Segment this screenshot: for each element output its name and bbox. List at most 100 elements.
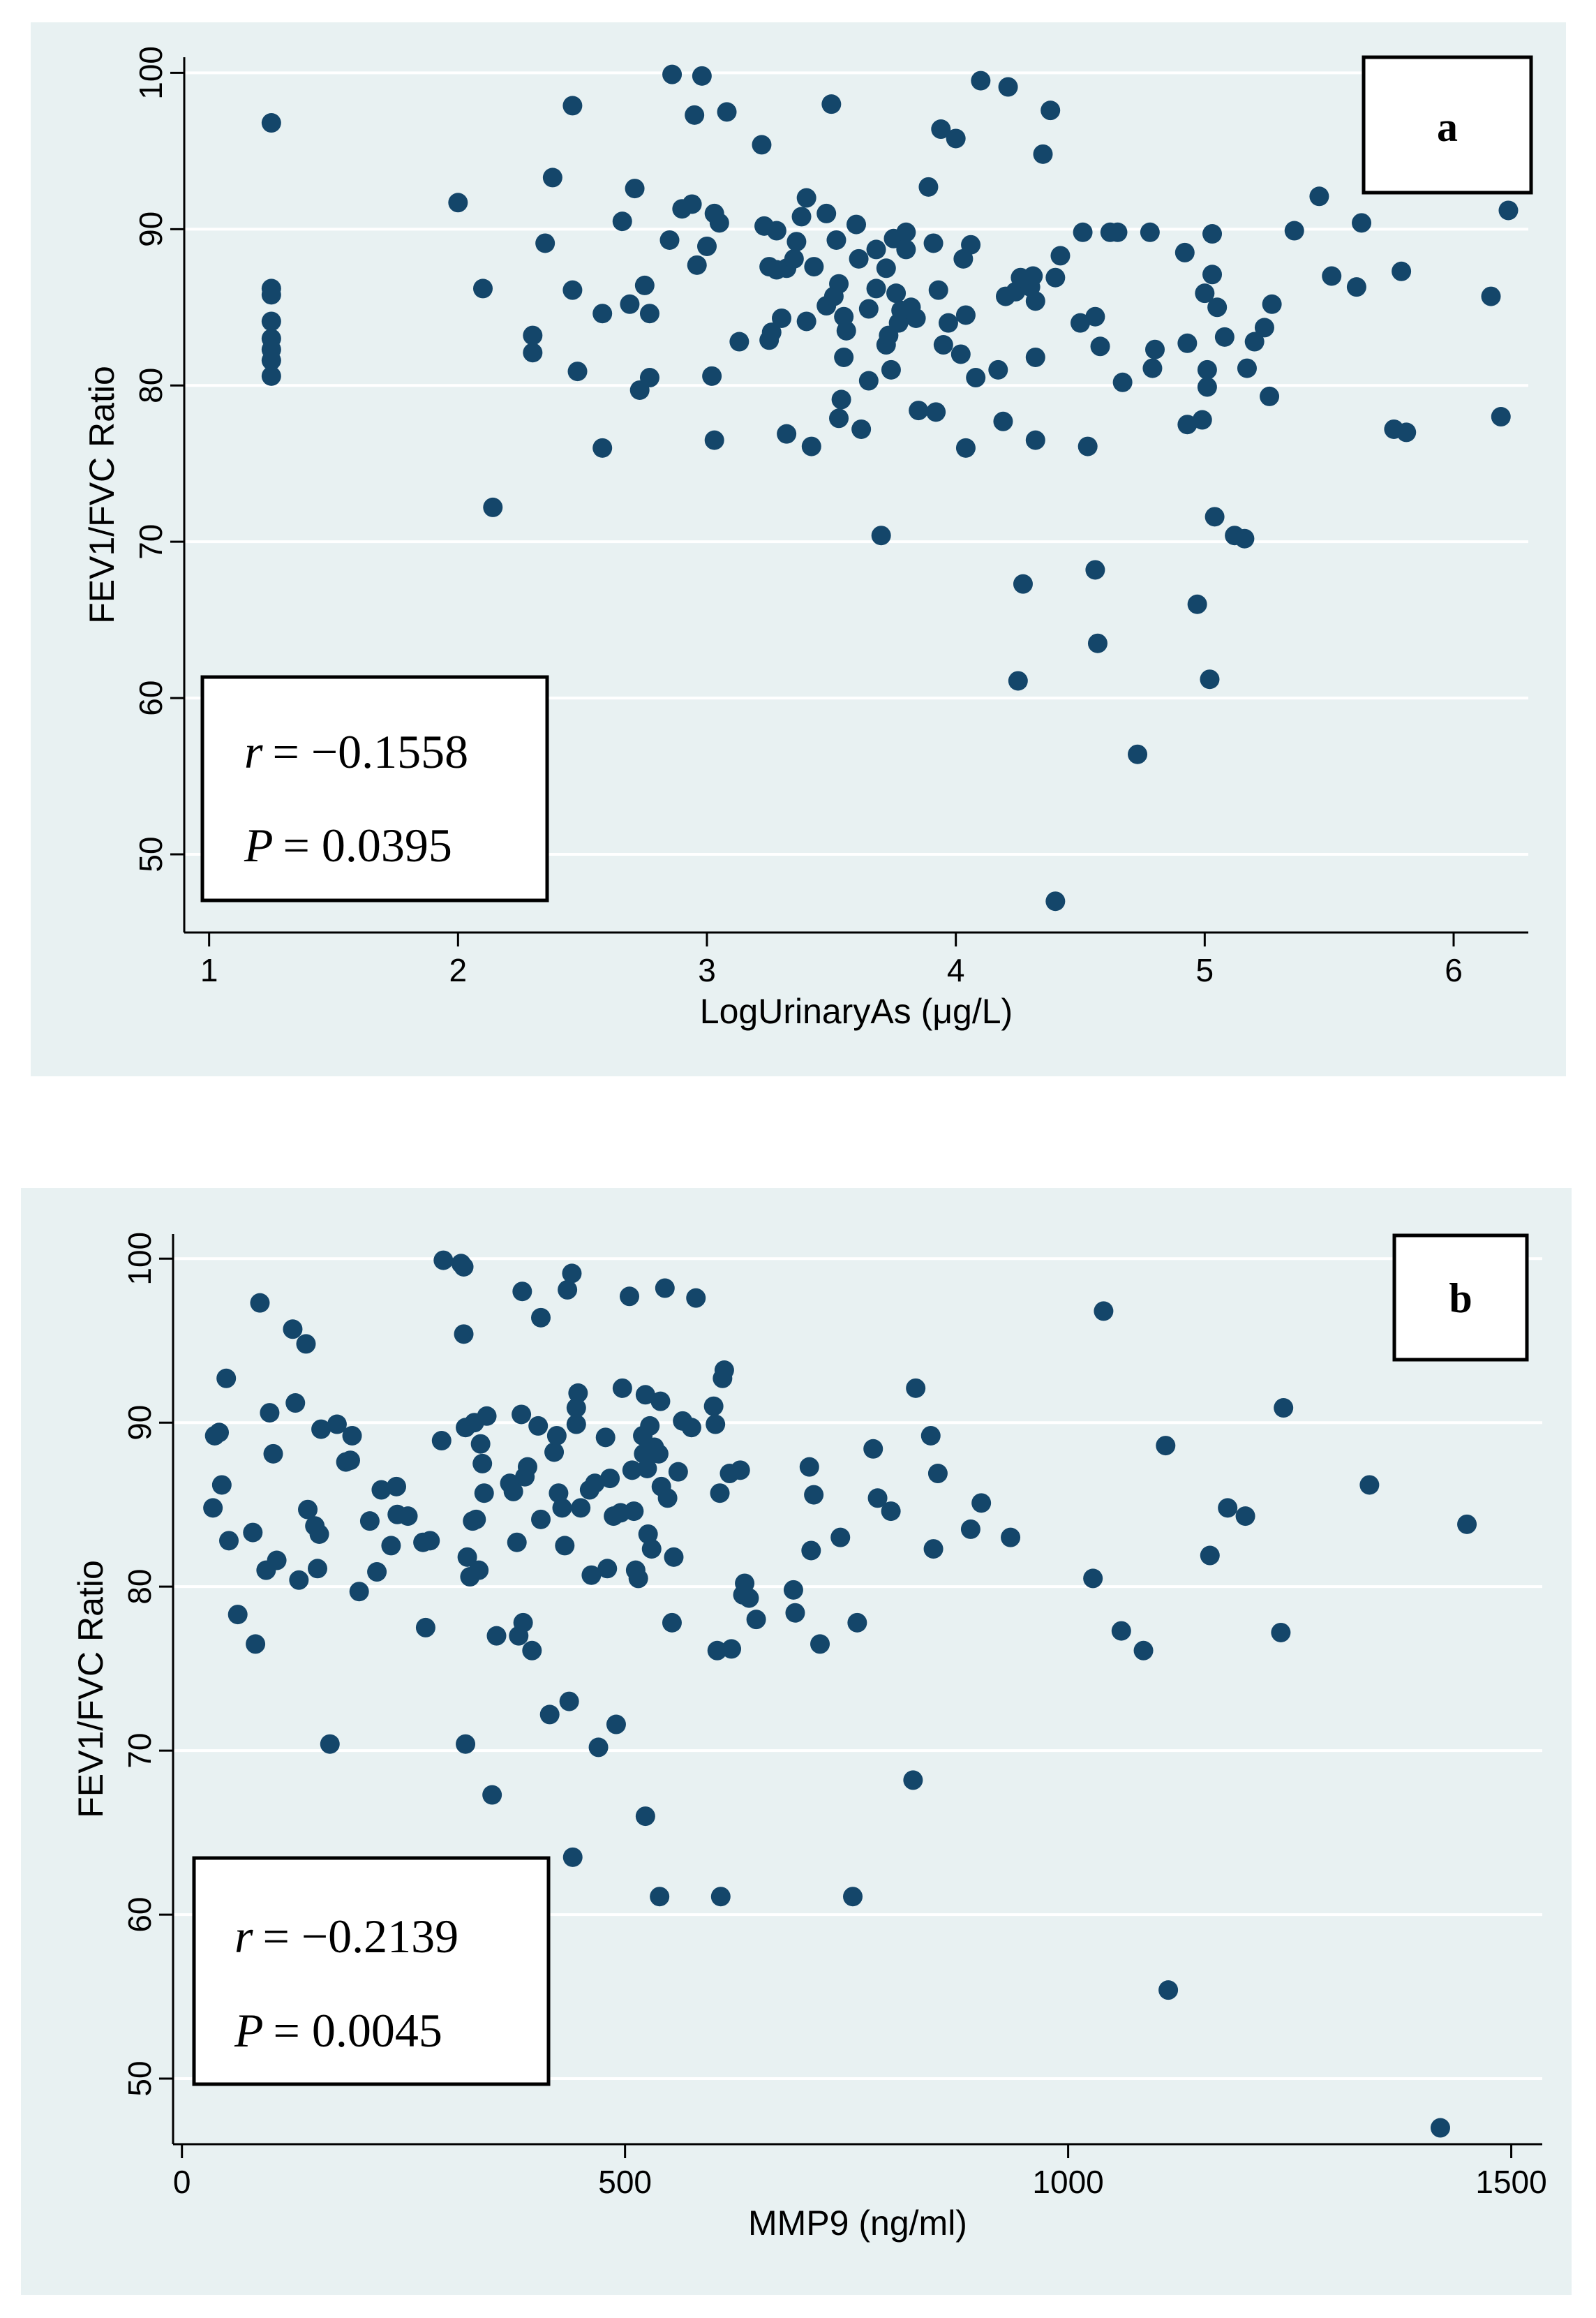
data-point (638, 1524, 658, 1544)
data-point (657, 1488, 678, 1508)
data-point (843, 1887, 863, 1907)
data-point (349, 1582, 369, 1602)
data-point (971, 1493, 992, 1513)
data-point (568, 1383, 588, 1403)
data-point (327, 1414, 347, 1434)
data-point (592, 304, 613, 324)
data-point (1491, 407, 1511, 427)
data-point (1145, 339, 1165, 359)
data-point (228, 1605, 248, 1625)
data-point (566, 1398, 586, 1418)
data-point (685, 105, 705, 125)
data-point (847, 1612, 867, 1633)
data-point (585, 1473, 605, 1494)
data-point (1112, 372, 1133, 392)
data-point (477, 1406, 497, 1426)
data-point (796, 311, 816, 332)
data-point (955, 305, 976, 325)
data-point (858, 299, 879, 319)
data-point (831, 389, 851, 410)
data-point (466, 1509, 486, 1529)
x-tick-label: 6 (1445, 952, 1463, 988)
data-point (517, 1457, 537, 1477)
data-point (761, 322, 782, 343)
data-point (448, 193, 468, 213)
y-tick-label: 100 (121, 1232, 158, 1286)
data-point (1107, 222, 1128, 242)
data-point (612, 211, 632, 232)
x-tick-label: 1500 (1475, 2164, 1546, 2200)
data-point (722, 1639, 742, 1659)
data-point (876, 258, 896, 278)
data-point (1071, 313, 1090, 333)
labels-a: LogUrinaryAs (μg/L) FEV1/FVC Ratio (82, 366, 1013, 1031)
x-tick-label: 1 (200, 952, 218, 988)
data-point (283, 1319, 303, 1339)
data-point (620, 1286, 639, 1307)
data-point (1128, 744, 1148, 764)
data-point (664, 1547, 684, 1567)
data-point (1214, 327, 1235, 347)
data-point (709, 213, 729, 233)
data-point (639, 304, 659, 324)
data-point (655, 1278, 675, 1298)
data-point (1025, 430, 1045, 450)
data-point (1235, 528, 1255, 549)
data-point (263, 1443, 283, 1464)
data-point (955, 438, 976, 458)
axes-a: 50 60 70 80 90 100 1 2 3 4 5 6 (133, 46, 1528, 988)
data-point (260, 1403, 280, 1423)
points-a (261, 64, 1519, 912)
data-point (1045, 267, 1066, 288)
data-point (562, 280, 583, 300)
data-point (246, 1634, 266, 1654)
data-point (472, 1453, 493, 1473)
data-point (829, 274, 849, 294)
data-point (600, 1469, 620, 1489)
data-point (1177, 333, 1198, 353)
data-point (482, 1785, 502, 1805)
data-point (503, 1481, 523, 1501)
data-point (289, 1570, 309, 1590)
data-point (1085, 306, 1105, 327)
data-point (1457, 1514, 1477, 1534)
data-point (1156, 1436, 1176, 1456)
y-tick-label: 50 (121, 2060, 158, 2096)
data-point (1025, 291, 1045, 311)
data-point (896, 222, 916, 242)
data-point (938, 313, 958, 333)
data-point (717, 102, 737, 122)
data-point (469, 1560, 489, 1580)
data-point (1023, 266, 1043, 286)
data-point (1392, 261, 1412, 281)
data-point (296, 1334, 316, 1354)
data-point (1111, 1621, 1131, 1641)
data-point (858, 371, 879, 391)
data-point (513, 1612, 533, 1633)
data-point (735, 1573, 755, 1593)
data-point (1244, 332, 1265, 352)
x-tick-label: 4 (947, 952, 965, 988)
data-point (971, 70, 991, 91)
data-point (559, 1691, 579, 1711)
data-point (261, 113, 281, 133)
data-point (766, 221, 786, 241)
data-point (367, 1562, 387, 1582)
data-point (777, 424, 797, 444)
data-point (635, 1385, 655, 1405)
data-point (1195, 283, 1215, 304)
data-point (1481, 286, 1501, 306)
data-point (1094, 1301, 1114, 1321)
data-point (707, 1640, 727, 1661)
data-point (785, 1603, 805, 1623)
data-point (923, 1539, 944, 1559)
data-point (562, 96, 583, 116)
data-point (1174, 242, 1195, 262)
data-point (1205, 507, 1225, 527)
data-point (512, 1404, 532, 1425)
data-point (784, 248, 804, 269)
data-point (612, 1378, 632, 1398)
data-point (662, 64, 683, 84)
